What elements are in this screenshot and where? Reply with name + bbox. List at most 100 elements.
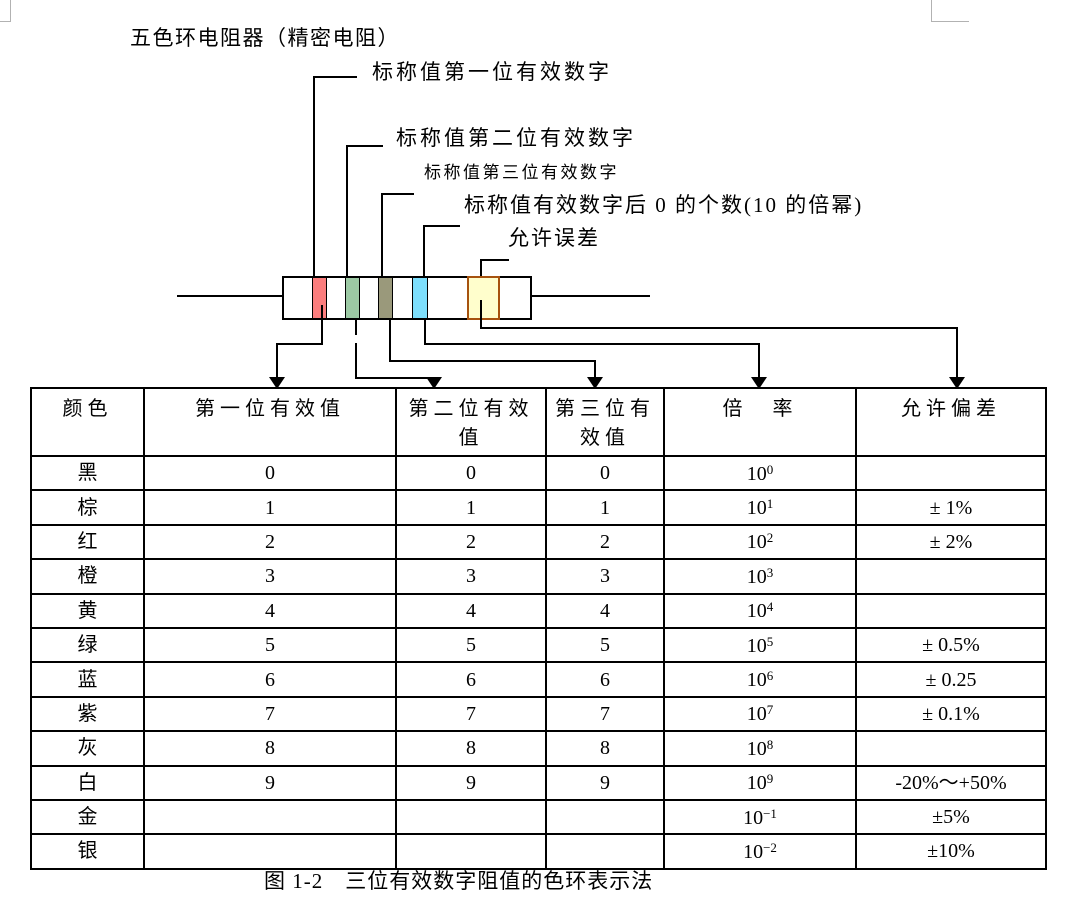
cell-multiplier: 105 [663,626,857,664]
table-row: 金 10−1 ±5% [30,798,1047,836]
resistor-lead-right [531,295,650,297]
cell-color-name: 黑 [30,454,145,492]
cell-tolerance: ± 0.25 [855,661,1047,698]
cell-second-digit: 0 [395,454,547,492]
cell-third-digit [545,833,665,870]
callout-line-5 [480,259,509,261]
table-row: 灰 8 8 8 108 [30,730,1047,767]
cell-third-digit: 3 [545,558,665,595]
table-header-row: 颜色 第一位有效值 第二位有效值第三位有 效值倍 率允许偏差 [30,387,1047,457]
page-corner-mark-right [931,0,969,22]
cell-second-digit [395,798,547,836]
cell-tolerance [855,592,1047,629]
cell-color-name: 绿 [30,626,145,664]
cell-second-digit: 9 [395,764,547,801]
resistor-lead-left [177,295,283,297]
cell-color-name: 蓝 [30,661,145,698]
table-row: 紫 7 7 7 107 ± 0.1% [30,695,1047,733]
pointer-line-1 [276,343,323,345]
cell-first-digit: 3 [143,558,397,595]
column-header: 颜色 [30,387,145,457]
cell-multiplier: 103 [663,558,857,595]
cell-tolerance: ± 0.5% [855,626,1047,664]
callout-line-4 [423,225,460,227]
cell-first-digit: 9 [143,764,397,801]
cell-second-digit: 8 [395,730,547,767]
cell-color-name: 白 [30,764,145,801]
cell-first-digit [143,833,397,870]
cell-color-name: 黄 [30,592,145,629]
cell-second-digit: 1 [395,489,547,526]
pointer-line-2 [355,377,435,379]
cell-multiplier: 104 [663,592,857,629]
callout-line-4 [423,225,425,277]
page-corner-mark-left [0,0,11,22]
pointer-line-5 [480,300,482,329]
cell-color-name: 红 [30,523,145,561]
cell-second-digit [395,833,547,870]
cell-color-name: 紫 [30,695,145,733]
cell-multiplier: 101 [663,489,857,526]
cell-second-digit: 2 [395,523,547,561]
label-first-digit: 标称值第一位有效数字 [372,60,612,84]
cell-second-digit: 7 [395,695,547,733]
label-multiplier: 标称值有效数字后 0 的个数(10 的倍幂) [464,193,864,217]
cell-first-digit: 5 [143,626,397,664]
column-header: 第二位有效值 [395,387,547,457]
table-row: 红 2 2 2 102 ± 2% [30,523,1047,561]
column-header: 第一位有效值 [143,387,397,457]
arrow-to-second-digit-column [426,377,442,389]
pointer-line-4 [424,343,760,345]
cell-tolerance [855,454,1047,492]
pointer-line-5 [956,327,958,377]
cell-multiplier: 107 [663,695,857,733]
table-row: 白 9 9 9 109 -20%～+50% [30,764,1047,801]
cell-color-name: 棕 [30,489,145,526]
cell-third-digit [545,798,665,836]
cell-color-name: 橙 [30,558,145,595]
callout-line-5 [480,259,482,290]
cell-third-digit: 8 [545,730,665,767]
table-row: 黄 4 4 4 104 [30,592,1047,629]
pointer-line-2 [355,319,357,335]
cell-second-digit: 5 [395,626,547,664]
cell-second-digit: 6 [395,661,547,698]
resistor-color-code-table: 颜色 第一位有效值 第二位有效值第三位有 效值倍 率允许偏差 黑 0 0 0 100 棕 1 1 1 1… [30,387,1047,870]
cell-multiplier: 10−2 [663,833,857,870]
cell-first-digit: 6 [143,661,397,698]
cell-first-digit: 2 [143,523,397,561]
label-second-digit: 标称值第二位有效数字 [396,126,636,150]
cell-first-digit: 7 [143,695,397,733]
callout-line-1 [313,76,315,277]
callout-line-2 [346,145,383,147]
pointer-line-4 [758,343,760,377]
arrow-to-tolerance-column [949,377,965,389]
cell-third-digit: 9 [545,764,665,801]
cell-multiplier: 10−1 [663,798,857,836]
cell-third-digit: 6 [545,661,665,698]
cell-tolerance [855,730,1047,767]
third-digit-band [378,278,393,318]
cell-color-name: 灰 [30,730,145,767]
pointer-line-5 [480,327,958,329]
tolerance-band [467,276,500,320]
pointer-line-3 [594,360,596,377]
cell-color-name: 银 [30,833,145,870]
cell-third-digit: 1 [545,489,665,526]
cell-first-digit: 0 [143,454,397,492]
table-row: 棕 1 1 1 101 ± 1% [30,489,1047,526]
label-tolerance: 允许误差 [508,226,600,250]
pointer-line-3 [389,360,596,362]
table-row: 银 10−2 ±10% [30,833,1047,870]
column-header: 第三位有 效值 [545,387,665,457]
pointer-line-3 [389,318,391,362]
multiplier-band [412,278,428,318]
figure-title: 五色环电阻器（精密电阻） [130,26,400,50]
arrow-to-multiplier-column [751,377,767,389]
cell-multiplier: 106 [663,661,857,698]
cell-tolerance: ±10% [855,833,1047,870]
table-row: 橙 3 3 3 103 [30,558,1047,595]
cell-first-digit: 1 [143,489,397,526]
cell-second-digit: 3 [395,558,547,595]
callout-line-3 [381,193,383,277]
